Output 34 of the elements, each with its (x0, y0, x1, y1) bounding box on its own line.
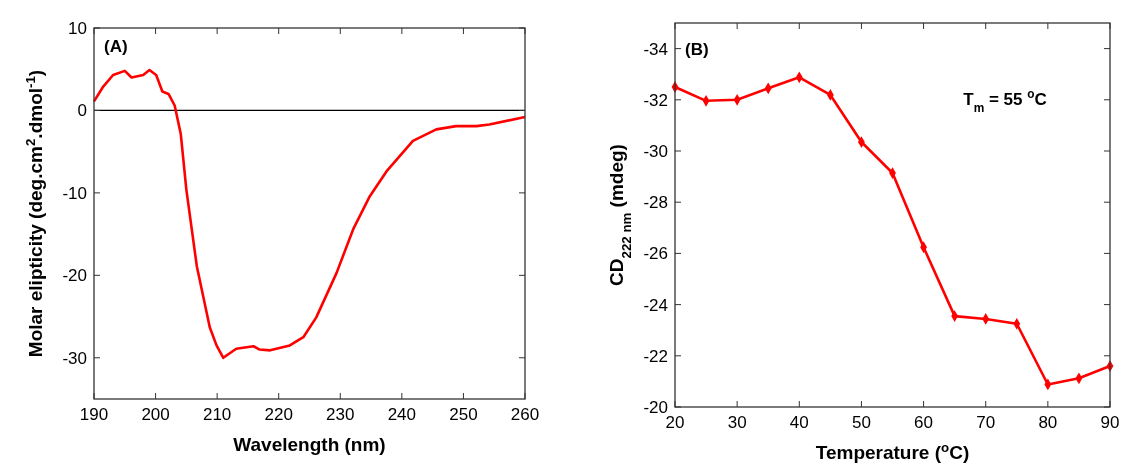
y-tick-label: -32 (643, 90, 668, 110)
y-tick-label: 0 (77, 101, 87, 121)
y-tick-label: -30 (62, 348, 87, 368)
x-tick-label: 60 (914, 413, 934, 432)
x-tick-label: 20 (665, 413, 685, 432)
y-tick-label: -28 (643, 193, 668, 213)
x-tick-label: 250 (449, 405, 478, 424)
x-tick-label: 70 (976, 413, 996, 432)
y-tick-label: -22 (643, 346, 668, 366)
x-tick-label: 220 (264, 405, 293, 424)
x-tick-label: 210 (202, 405, 232, 424)
x-tick-label: 40 (789, 413, 809, 432)
x-tick-label: 30 (727, 413, 747, 432)
x-tick-label: 230 (326, 405, 355, 424)
y-tick-label: -20 (643, 398, 668, 417)
y-tick-label: -10 (62, 183, 87, 203)
x-tick-label: 80 (1038, 413, 1058, 432)
x-tick-label: 200 (141, 405, 170, 424)
annotation: T$_{m}$ = 55 $^{o}$C (963, 87, 1047, 115)
x-tick-label: 240 (387, 405, 417, 424)
y-tick-label: -26 (643, 244, 668, 264)
y-tick-label: -20 (62, 266, 87, 286)
x-tick-label: 90 (1100, 413, 1120, 432)
x-axis-title: Wavelength (nm) (233, 434, 386, 455)
y-tick-label: 10 (68, 19, 87, 38)
y-tick-label: -30 (643, 142, 668, 161)
annotation: (B) (685, 40, 709, 59)
y-tick-label: -24 (643, 295, 668, 315)
x-tick-label: 50 (851, 413, 871, 432)
annotation: (A) (104, 37, 128, 56)
x-tick-label: 260 (510, 405, 540, 424)
y-tick-label: -34 (643, 39, 668, 59)
x-tick-label: 190 (79, 405, 109, 424)
x-axis-title: Temperature ($^{o}$C) (815, 439, 970, 463)
